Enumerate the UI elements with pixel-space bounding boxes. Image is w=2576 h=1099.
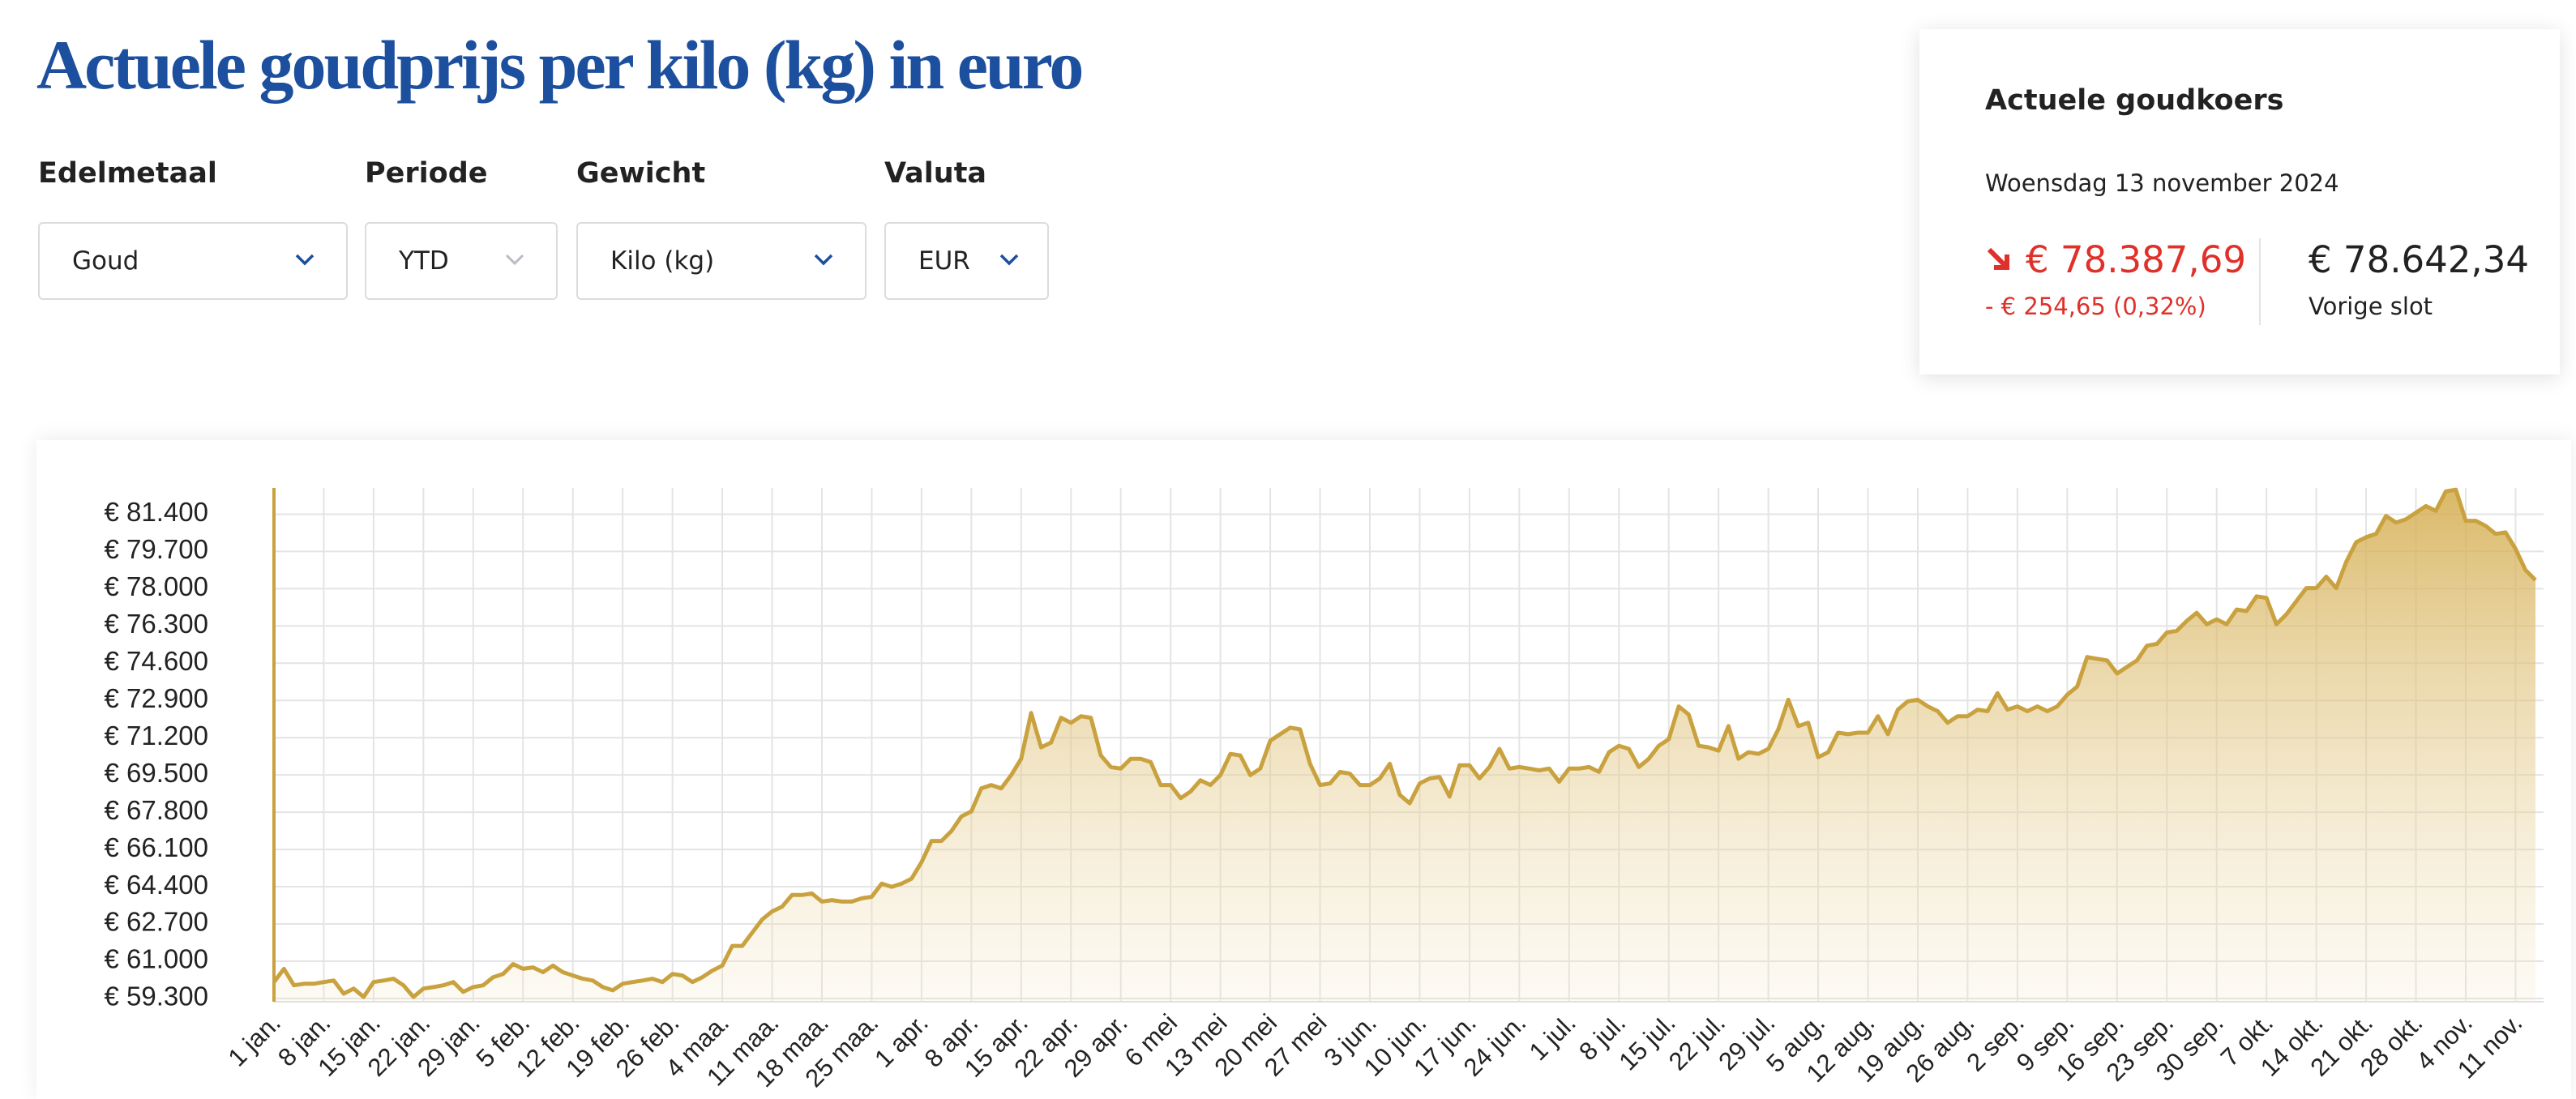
filter-label: Periode [365,157,488,190]
quote-card: Actuele goudkoers Woensdag 13 november 2… [1919,29,2560,374]
quote-date: Woensdag 13 november 2024 [1985,169,2339,197]
select-value: EUR [918,246,970,276]
chevron [814,254,833,266]
y-tick-label: € 74.600 [105,646,208,676]
divider [2259,238,2261,325]
y-tick-label: € 66.100 [105,832,208,862]
y-tick-label: € 59.300 [105,981,208,1011]
x-tick-label: 1 jul. [1524,1008,1581,1066]
filter-label: Gewicht [576,157,706,190]
y-tick-label: € 72.900 [105,683,208,713]
y-tick-label: € 62.700 [105,907,208,937]
previous-close: € 78.642,34 [2309,238,2529,281]
select-metal[interactable]: Goud [38,222,348,300]
down-arrow [1987,247,2009,270]
select-weight[interactable]: Kilo (kg) [576,222,867,300]
select-currency[interactable]: EUR [884,222,1049,300]
filter-label: Edelmetaal [38,157,217,190]
select-period[interactable]: YTD [365,222,558,300]
select-value: Goud [72,246,139,276]
x-tick-label: 1 apr. [869,1008,934,1073]
select-value: YTD [399,246,449,276]
chevron [505,254,524,266]
y-tick-label: € 79.700 [105,534,208,564]
y-tick-label: € 64.400 [105,870,208,900]
x-tick-label: 22 jul. [1663,1008,1731,1075]
area-fill [274,490,2535,1002]
y-tick-label: € 71.200 [105,721,208,750]
page-title: Actuele goudprijs per kilo (kg) in euro [36,26,1084,104]
y-tick-label: € 81.400 [105,497,208,527]
previous-close-label: Vorige slot [2309,293,2433,320]
y-tick-label: € 67.800 [105,795,208,825]
y-tick-label: € 76.300 [105,609,208,639]
filter-label: Valuta [884,157,987,190]
y-tick-label: € 78.000 [105,571,208,601]
price-line [272,487,2537,999]
chevron [295,254,315,266]
select-value: Kilo (kg) [610,246,715,276]
quote-price: € 78.387,69 [2026,238,2246,281]
x-tick-label: 2 sep. [1961,1008,2029,1076]
y-tick-label: € 69.500 [105,758,208,788]
chevron [999,254,1019,266]
x-tick-label: 1 jan. [223,1008,286,1071]
quote-change: - € 254,65 (0,32%) [1985,293,2206,320]
quote-title: Actuele goudkoers [1985,84,2284,117]
x-tick-label: 15 jul. [1613,1008,1680,1075]
y-tick-label: € 61.000 [105,944,208,974]
